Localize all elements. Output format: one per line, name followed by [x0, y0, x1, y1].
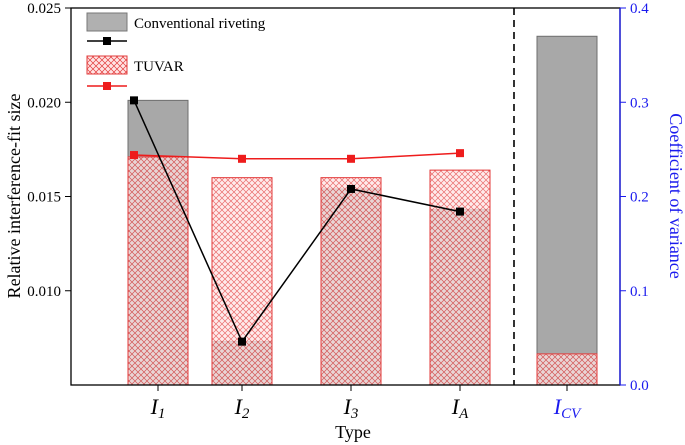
y-tick-label-2: 0.020 [27, 95, 61, 111]
y2-tick-label-2: 0.2 [630, 190, 649, 206]
bar-tuvar-0 [127, 156, 189, 386]
tuvar-point-1 [238, 154, 246, 163]
tuvar-point-0 [130, 151, 138, 160]
y2-tick-label-3: 0.3 [630, 95, 649, 111]
conventional-point-1 [238, 337, 246, 346]
bar-tuvar-cv [536, 353, 598, 386]
conventional-line [133, 100, 461, 344]
bar-tuvar-1 [211, 177, 273, 386]
legend-label-conventional: Conventional riveting [134, 16, 266, 32]
legend-marker-tuvar [103, 82, 111, 90]
x-tick-label-2: I3 [343, 394, 359, 422]
conventional-point-3 [456, 207, 464, 216]
tuvar-point-2 [347, 154, 355, 163]
y2-tick-label-4: 0.4 [630, 1, 649, 17]
legend-label-tuvar: TUVAR [134, 59, 184, 75]
ticks: 0.010 0.015 0.020 0.025 0.0 0.1 0.2 0.3 0.4 I1 I2 I… [27, 1, 649, 422]
x-tick-label-cv: ICV [553, 394, 582, 422]
y2-tick-label-1: 0.1 [630, 284, 649, 300]
x-tick-label-3: IA [451, 394, 469, 422]
tuvar-point-3 [456, 149, 464, 158]
y-axis-title: Relative interference-fit size [4, 94, 24, 299]
legend-marker-conventional [103, 37, 111, 45]
series-lines [130, 96, 464, 346]
legend-swatch-conventional [86, 12, 128, 32]
y-tick-label-1: 0.015 [27, 190, 61, 206]
x-tick-label-1: I2 [234, 394, 250, 422]
y-tick-label-3: 0.025 [27, 1, 61, 17]
x-axis-title: Type [335, 422, 371, 442]
legend-swatch-tuvar [86, 55, 128, 75]
x-tick-label-0: I1 [150, 394, 166, 422]
y2-axis-title: Coefficient of variance [666, 113, 685, 279]
bar-tuvar-2 [320, 177, 382, 386]
conventional-point-0 [130, 96, 138, 105]
bar-tuvar-3 [429, 169, 491, 386]
bar-conventional-cv [536, 35, 598, 386]
y-tick-label-0: 0.010 [27, 284, 61, 300]
legend: Conventional riveting TUVAR [86, 12, 266, 90]
tuvar-line [133, 152, 461, 160]
y2-tick-label-0: 0.0 [630, 378, 649, 394]
conventional-point-2 [347, 184, 355, 193]
